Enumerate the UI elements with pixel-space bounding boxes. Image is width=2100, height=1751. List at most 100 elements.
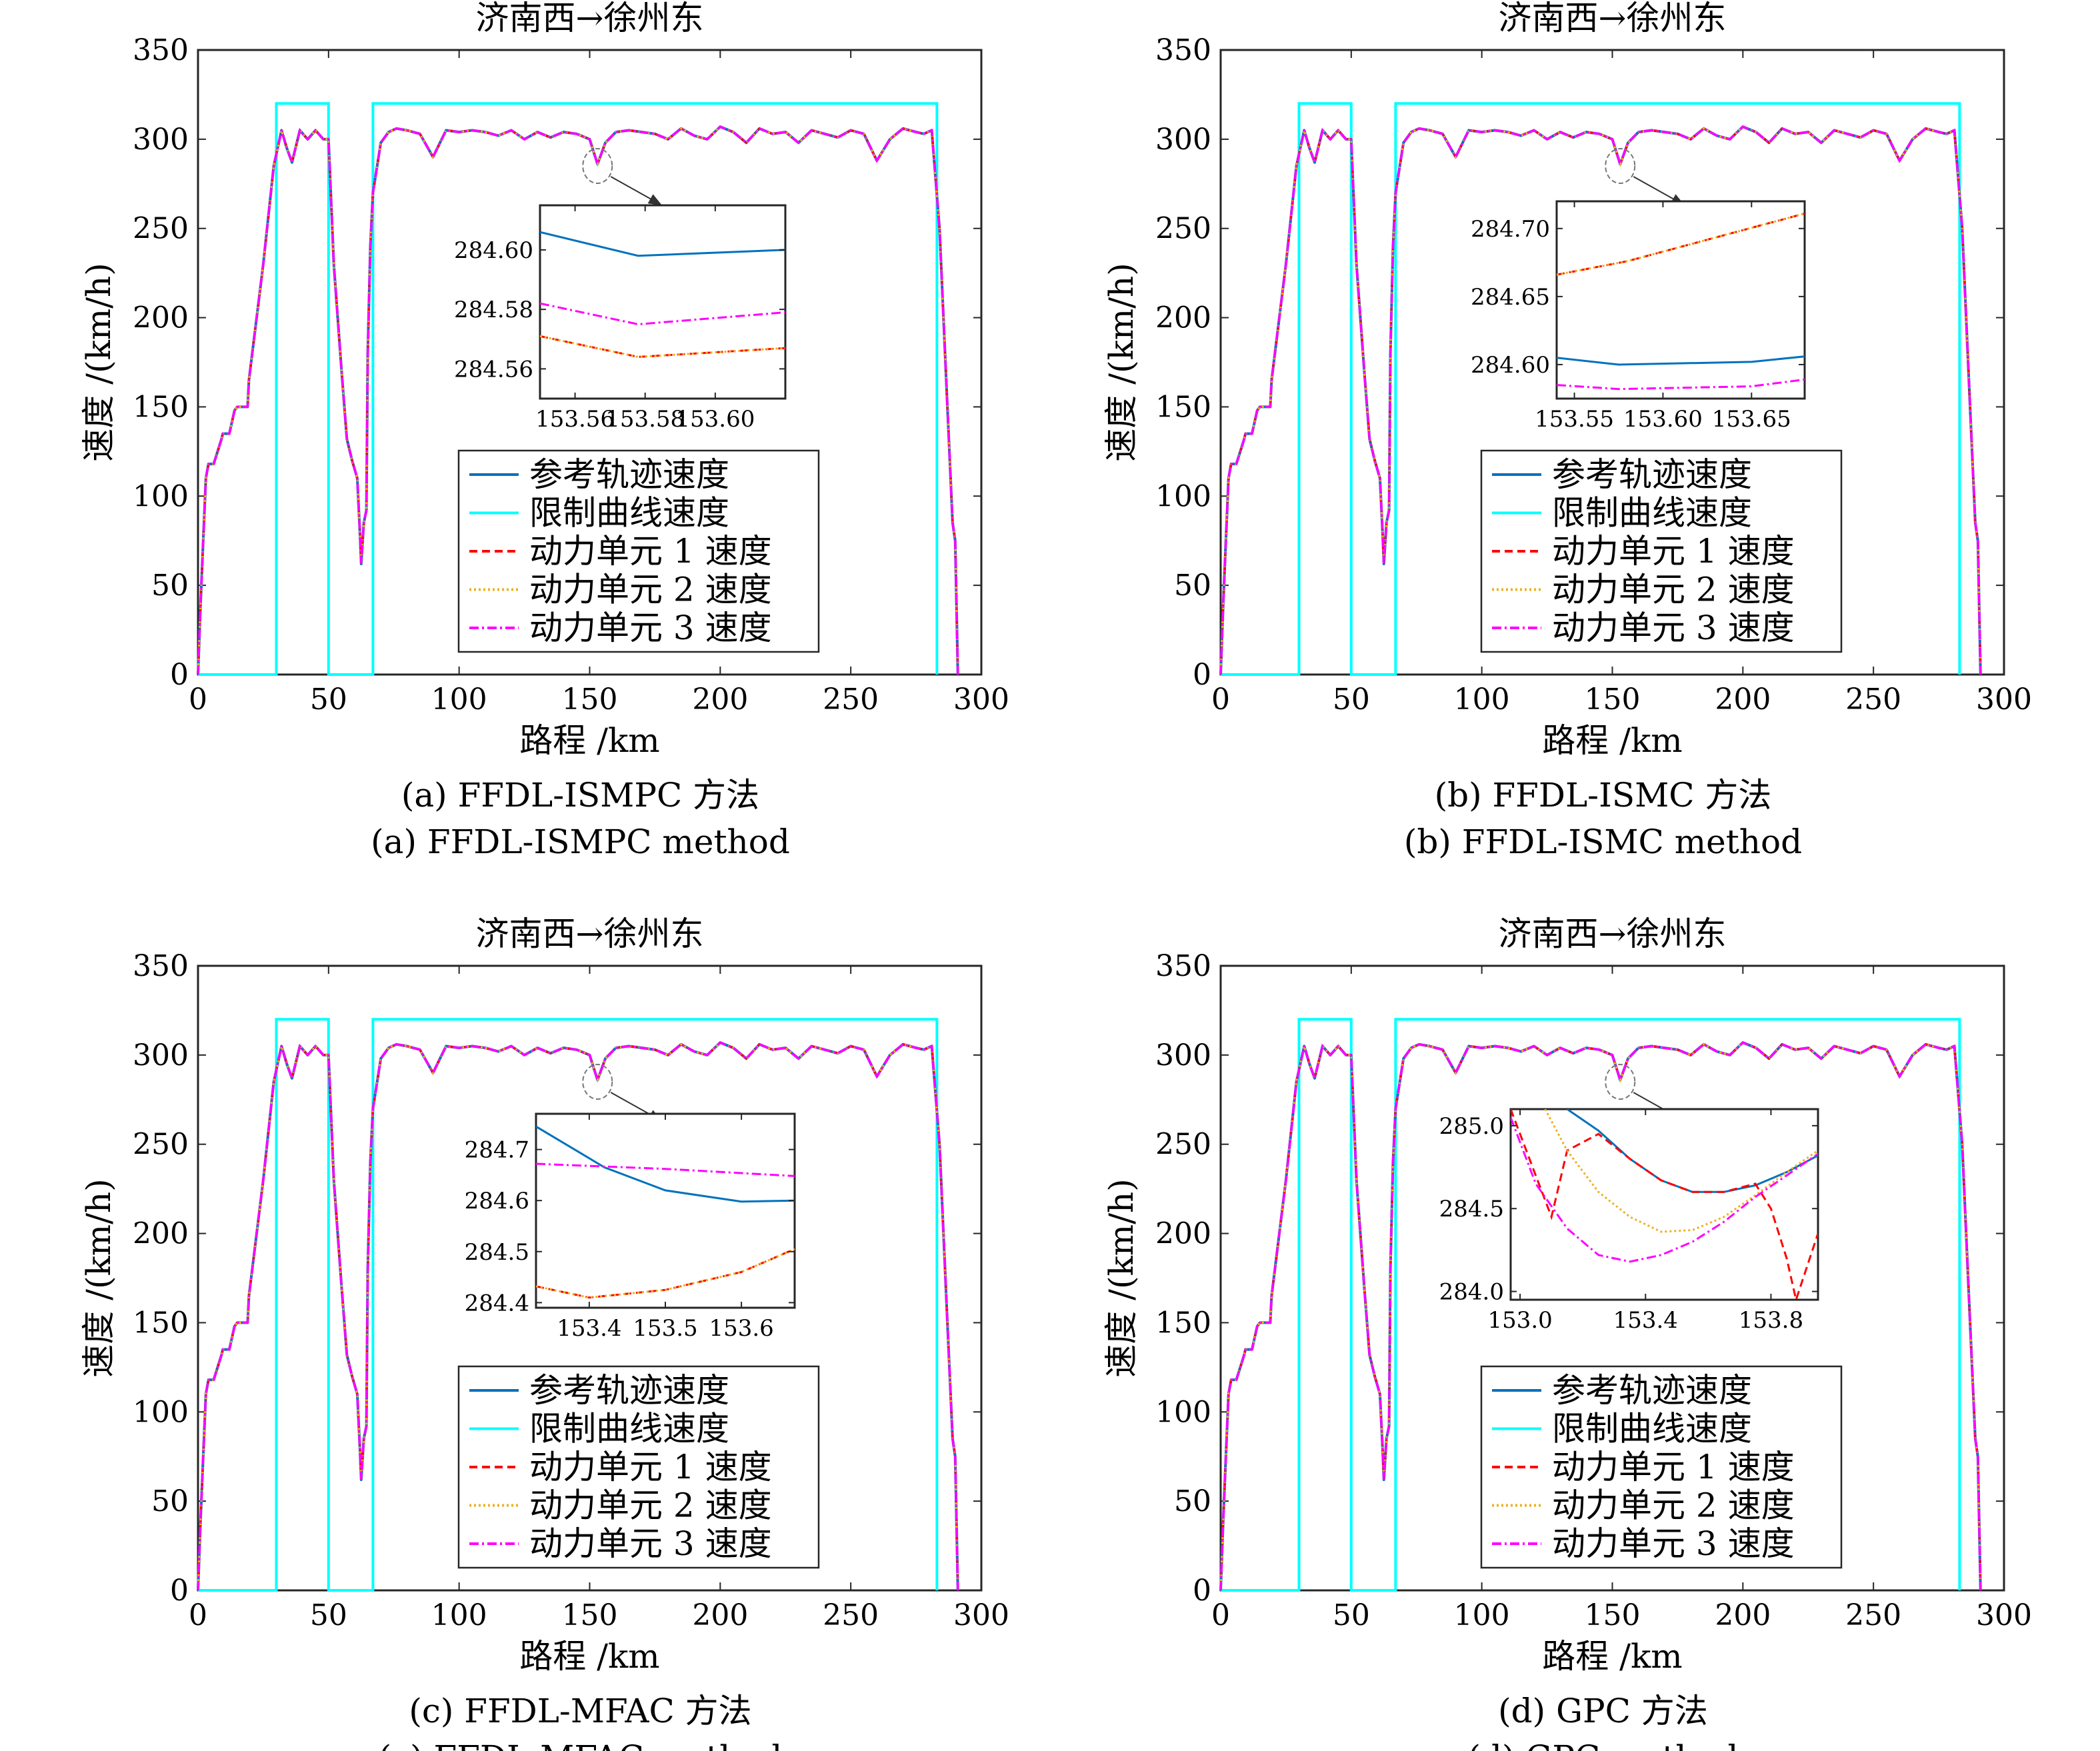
inset-x-tick-label: 153.6: [709, 1315, 773, 1342]
y-tick-label: 200: [133, 301, 189, 335]
legend-box: [457, 449, 820, 653]
panel-caption-en: (d) GPC method: [1467, 1738, 1738, 1751]
inset-line: [540, 335, 785, 359]
x-tick-label: 150: [1585, 683, 1641, 717]
legend-label: 动力单元 1 速度: [1552, 532, 1795, 571]
y-tick-label: 150: [1155, 390, 1211, 424]
y-tick-label: 0: [1193, 658, 1211, 692]
x-tick-label: 150: [562, 683, 618, 717]
inset-frame: [539, 204, 787, 400]
x-tick-label: 200: [1715, 1598, 1771, 1632]
inset-y-tick-label: 284.7: [465, 1137, 529, 1164]
y-tick-label: 200: [133, 1217, 189, 1251]
x-tick-label: 50: [1333, 1598, 1370, 1632]
inset-line: [540, 231, 785, 257]
chart-title: 济南西→徐州东: [1499, 914, 1727, 953]
inset-series: [1511, 1109, 1818, 1300]
legend-label: 限制曲线速度: [1552, 1410, 1752, 1448]
chart-panel-2: 济南西→徐州东 0 50 100 150 200 250 300 0 50 100 150 200 250…: [1102, 0, 2032, 861]
inset-line: [536, 1162, 795, 1177]
y-tick-label: 300: [1155, 1038, 1211, 1072]
series-unit-3-speed: [1219, 125, 1982, 675]
x-tick-label: 250: [823, 1598, 879, 1632]
inset-series: [540, 231, 785, 359]
x-tick-label: 250: [823, 683, 879, 717]
y-axis-label: 速度 /(km/h): [1102, 263, 1141, 462]
panel-caption-en: (a) FFDL-ISMPC method: [371, 823, 790, 861]
y-tick-label: 350: [133, 33, 189, 67]
inset-y-tick-label: 284.6: [465, 1188, 529, 1214]
inset-x-tick-label: 153.4: [1613, 1307, 1678, 1334]
y-axis-label: 速度 /(km/h): [79, 263, 118, 462]
inset-y-tick-label: 284.4: [465, 1290, 529, 1316]
x-axis-label: 路程 /km: [1542, 1637, 1682, 1676]
chart-title: 济南西→徐州东: [476, 914, 704, 953]
y-tick-label: 100: [133, 479, 189, 513]
y-axis-label: 速度 /(km/h): [1102, 1178, 1141, 1378]
inset-x-tick-label: 153.65: [1712, 406, 1791, 433]
legend-label: 参考轨迹速度: [1552, 1371, 1752, 1410]
legend-label: 动力单元 2 速度: [1552, 1486, 1795, 1525]
x-tick-label: 100: [1454, 1598, 1510, 1632]
x-tick-label: 0: [189, 683, 207, 717]
y-tick-label: 0: [170, 658, 189, 692]
inset-x-tick-label: 153.5: [633, 1315, 697, 1342]
y-tick-label: 250: [133, 212, 189, 246]
y-tick-label: 200: [1155, 1217, 1211, 1251]
y-tick-label: 100: [1155, 479, 1211, 513]
y-tick-label: 300: [1155, 123, 1211, 157]
y-tick-label: 250: [133, 1128, 189, 1162]
y-tick-label: 150: [133, 390, 189, 424]
y-tick-label: 0: [170, 1574, 189, 1608]
inset-y-tick-label: 284.5: [465, 1239, 529, 1266]
inset-y-tick-label: 284.60: [454, 237, 533, 264]
series-unit-3-speed: [197, 1041, 959, 1591]
inset-x-tick-label: 153.58: [605, 406, 685, 433]
y-tick-label: 250: [1155, 1128, 1211, 1162]
y-tick-label: 0: [1193, 1574, 1211, 1608]
chart-panel-1: 济南西→徐州东 0 50 100 150 200 250 300 0 50 100 150 200 250…: [79, 0, 1009, 861]
inset-x-tick-label: 153.60: [675, 406, 755, 433]
y-tick-label: 350: [1155, 33, 1211, 67]
x-tick-label: 0: [1211, 1598, 1230, 1632]
zoom-inset: 153.0 153.4 153.8 284.0 284.5 285.0: [1439, 1108, 1819, 1334]
x-tick-label: 300: [1976, 1598, 2032, 1632]
panel-caption-cn: (c) FFDL-MFAC 方法: [409, 1692, 751, 1730]
y-tick-label: 50: [1174, 569, 1211, 603]
y-tick-label: 100: [1155, 1395, 1211, 1429]
zoom-region-ellipse: [1605, 1064, 1636, 1100]
panel-caption-cn: (a) FFDL-ISMPC 方法: [401, 776, 759, 815]
inset-y-tick-label: 284.56: [454, 356, 533, 383]
x-axis-label: 路程 /km: [519, 1637, 659, 1676]
zoom-region-ellipse: [582, 148, 613, 185]
inset-line: [540, 302, 785, 326]
x-tick-label: 200: [692, 683, 748, 717]
legend-label: 动力单元 1 速度: [529, 1448, 772, 1486]
inset-frame: [1555, 200, 1806, 400]
series-limit-speed: [1221, 1018, 1961, 1592]
zoom-inset: 153.55 153.60 153.65 284.60 284.65 284.70: [1471, 200, 1806, 433]
chart-panel-4: 济南西→徐州东 0 50 100 150 200 250 300 0 50 100 150 200 250…: [1102, 914, 2032, 1751]
y-tick-label: 300: [133, 123, 189, 157]
panel-caption-cn: (d) GPC 方法: [1498, 1692, 1708, 1730]
chart-title: 济南西→徐州东: [1499, 0, 1727, 37]
inset-line: [1557, 378, 1805, 391]
x-tick-label: 200: [1715, 683, 1771, 717]
legend-label: 参考轨迹速度: [1552, 455, 1752, 494]
inset-line: [1557, 212, 1805, 276]
legend-label: 限制曲线速度: [1552, 494, 1752, 533]
legend-label: 动力单元 3 速度: [529, 1524, 772, 1563]
x-tick-label: 50: [310, 1598, 347, 1632]
x-tick-label: 150: [562, 1598, 618, 1632]
inset-y-tick-label: 284.58: [454, 297, 533, 323]
legend-label: 动力单元 2 速度: [529, 1486, 772, 1525]
y-tick-label: 350: [133, 949, 189, 983]
x-tick-label: 200: [692, 1598, 748, 1632]
panel-caption-en: (c) FFDL-MFAC method: [379, 1738, 783, 1751]
legend-box: [457, 1365, 820, 1569]
inset-x-tick-label: 153.60: [1623, 406, 1703, 433]
